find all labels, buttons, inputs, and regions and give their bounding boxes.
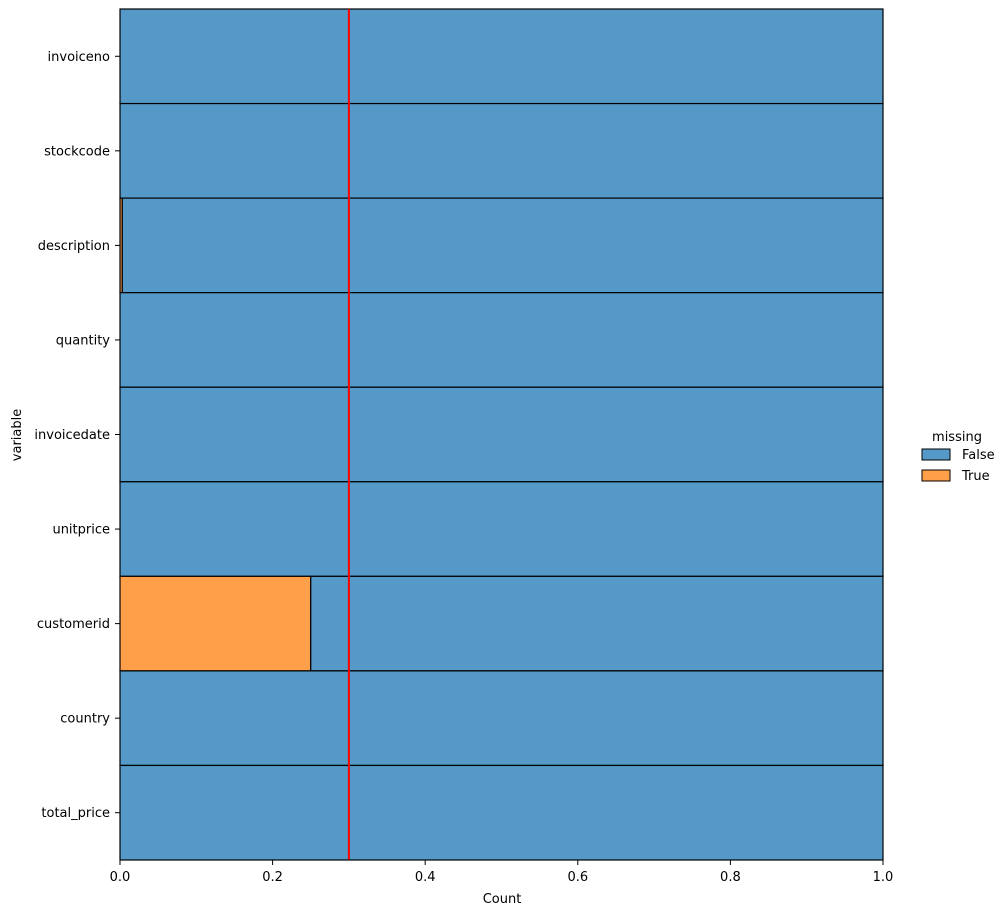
bars-layer — [119, 8, 884, 861]
x-tick-label-5: 1.0 — [873, 870, 894, 885]
legend-swatch-false — [921, 448, 951, 461]
x-tick-label-2: 0.4 — [415, 870, 436, 885]
y-tick-label-invoicedate: invoicedate — [34, 428, 110, 443]
y-tick-label-invoiceno: invoiceno — [48, 50, 110, 65]
y-tick-label-total_price: total_price — [41, 806, 110, 821]
legend: missing False True — [921, 430, 995, 484]
bar-false-quantity — [119, 292, 884, 388]
y-tick-labels: invoiceno stockcode description quantity inv… — [34, 50, 120, 821]
bar-false-total_price — [119, 764, 884, 861]
bar-false-stockcode — [119, 102, 884, 199]
legend-title: missing — [932, 430, 982, 445]
bar-true-customerid — [119, 575, 312, 672]
y-tick-label-country: country — [60, 712, 110, 727]
x-tick-label-0: 0.0 — [110, 870, 131, 885]
y-tick-label-customerid: customerid — [37, 617, 110, 632]
bar-false-description — [121, 197, 884, 294]
x-axis-label: Count — [483, 892, 522, 907]
bar-false-invoiceno — [119, 8, 884, 105]
legend-entries: False True — [921, 448, 995, 484]
x-tick-labels: 0.0 0.2 0.4 0.6 0.8 1.0 — [110, 860, 894, 885]
bar-false-country — [119, 670, 884, 767]
y-axis-label: variable — [10, 409, 25, 461]
y-tick-label-quantity: quantity — [56, 333, 111, 348]
x-tick-label-1: 0.2 — [262, 870, 283, 885]
bar-false-customerid — [310, 575, 884, 672]
bar-false-invoicedate — [119, 386, 884, 483]
y-tick-label-description: description — [38, 239, 110, 254]
y-tick-label-stockcode: stockcode — [44, 144, 110, 159]
x-tick-label-4: 0.8 — [720, 870, 741, 885]
legend-label-true: True — [961, 469, 990, 484]
legend-label-false: False — [962, 448, 995, 463]
y-tick-label-unitprice: unitprice — [52, 523, 110, 538]
x-tick-label-3: 0.6 — [567, 870, 588, 885]
bar-false-unitprice — [119, 481, 884, 577]
legend-swatch-true — [921, 469, 951, 482]
